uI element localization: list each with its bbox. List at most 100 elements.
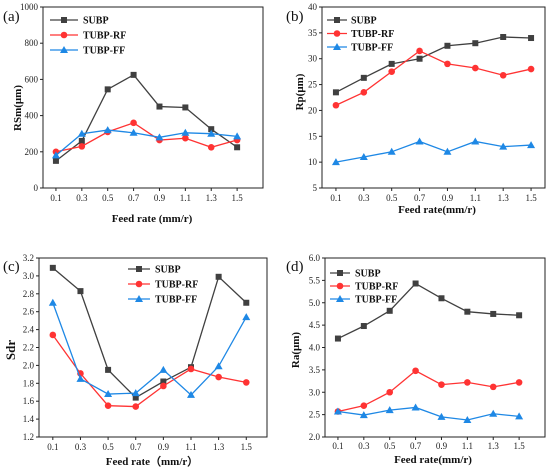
data-point-tubp-rf bbox=[527, 65, 535, 73]
x-tick-label: 0.5 bbox=[102, 442, 114, 452]
legend-item-tubp-rf: TUBP-RF bbox=[50, 31, 126, 42]
data-point-tubp-ff bbox=[131, 389, 140, 397]
data-point-tubp-rf bbox=[388, 68, 395, 75]
data-point-subp bbox=[156, 103, 163, 110]
y-tick-label: 1.8 bbox=[23, 378, 35, 388]
legend-label-subp: SUBP bbox=[83, 16, 109, 27]
x-tick-label: 0.3 bbox=[76, 193, 88, 203]
data-point-tubp-ff bbox=[499, 142, 508, 150]
data-point-tubp-ff bbox=[181, 128, 190, 136]
x-tick-label: 0.9 bbox=[154, 193, 166, 203]
series-tubp-ff bbox=[331, 137, 536, 166]
x-axis-label: Feed rate(mm/r) bbox=[394, 454, 472, 466]
data-point-tubp-rf bbox=[215, 373, 222, 381]
y-tick-label: 200 bbox=[25, 147, 39, 157]
data-point-tubp-rf bbox=[187, 365, 195, 373]
x-tick-label: 0.3 bbox=[75, 442, 87, 452]
y-tick-label: 2.2 bbox=[23, 343, 34, 353]
legend-marker-tubp-rf bbox=[135, 280, 143, 288]
data-point-tubp-rf bbox=[78, 143, 86, 150]
data-point-tubp-ff bbox=[333, 407, 342, 415]
y-tick-label: 30 bbox=[308, 54, 318, 64]
data-point-subp bbox=[500, 33, 507, 40]
x-tick-label: 1.5 bbox=[525, 193, 537, 203]
legend-label-subp: SUBP bbox=[355, 269, 381, 280]
series-tubp-rf bbox=[334, 367, 523, 415]
legend-item-tubp-rf: TUBP-RF bbox=[128, 280, 198, 291]
data-point-subp bbox=[416, 55, 423, 62]
x-axis-label: Feed rate (mm/r) bbox=[112, 213, 193, 225]
x-tick-label: 1.3 bbox=[213, 442, 225, 452]
legend-label-tubp-rf: TUBP-RF bbox=[155, 280, 198, 291]
series-tubp-ff bbox=[51, 126, 242, 159]
data-point-tubp-ff bbox=[242, 313, 251, 321]
x-tick-label: 1.3 bbox=[488, 441, 500, 451]
x-tick-label: 1.3 bbox=[498, 193, 510, 203]
x-tick-label: 1.1 bbox=[180, 193, 191, 203]
data-point-subp bbox=[49, 264, 56, 271]
x-tick-label: 0.3 bbox=[358, 193, 370, 203]
data-point-tubp-rf bbox=[360, 402, 368, 409]
panel-label: (b) bbox=[286, 9, 304, 25]
data-point-tubp-rf bbox=[464, 379, 471, 386]
data-point-tubp-rf bbox=[499, 71, 507, 79]
data-point-subp bbox=[444, 42, 451, 49]
x-tick-label: 0.5 bbox=[386, 193, 398, 203]
legend-marker-tubp-ff bbox=[135, 295, 143, 302]
x-tick-label: 1.1 bbox=[470, 193, 481, 203]
data-point-subp bbox=[243, 299, 250, 306]
legend-label-tubp-ff: TUBP-FF bbox=[155, 295, 197, 306]
legend-label-tubp-rf: TUBP-RF bbox=[83, 31, 126, 42]
data-point-tubp-ff bbox=[187, 390, 195, 398]
x-tick-label: 0.3 bbox=[358, 441, 370, 451]
data-point-tubp-rf bbox=[104, 402, 112, 409]
y-tick-label: 4.0 bbox=[309, 343, 321, 353]
y-tick-label: 5 bbox=[313, 183, 318, 193]
panel-a: (a) 0 200 400 600 800 1000 0.1 0.3 0.5 0.7 0.9 1.1 1.… bbox=[3, 2, 264, 225]
x-tick-label: 0.7 bbox=[128, 193, 140, 203]
legend-marker-subp bbox=[136, 266, 142, 272]
data-point-tubp-ff bbox=[411, 403, 420, 411]
y-tick-label: 2.5 bbox=[309, 410, 321, 420]
data-point-subp bbox=[528, 35, 535, 42]
data-point-tubp-rf bbox=[160, 382, 167, 390]
x-tick-label: 0.9 bbox=[436, 441, 448, 451]
legend-label-tubp-ff: TUBP-FF bbox=[351, 43, 393, 54]
legend-label-tubp-ff: TUBP-FF bbox=[83, 46, 125, 57]
y-tick-label: 400 bbox=[25, 111, 39, 121]
data-point-tubp-ff bbox=[387, 147, 396, 155]
series-line-tubp-rf bbox=[55, 122, 238, 153]
panel-b: (b) 5 10 15 20 25 30 35 40 0.1 0.3 0.5 0.7 0.9 1.1 1.3 1… bbox=[286, 2, 546, 216]
series-line-subp bbox=[337, 282, 520, 340]
data-point-subp bbox=[360, 323, 367, 330]
data-point-subp bbox=[516, 312, 523, 319]
x-tick-label: 0.1 bbox=[332, 441, 343, 451]
data-point-tubp-ff bbox=[51, 151, 60, 159]
data-point-tubp-ff bbox=[471, 137, 480, 145]
panel-label: (a) bbox=[3, 9, 20, 25]
y-tick-label: 2.8 bbox=[23, 289, 35, 299]
y-axis-label: Ra(μm) bbox=[290, 332, 302, 369]
y-axis-label: RSm(μm) bbox=[12, 85, 24, 131]
y-tick-label: 3.0 bbox=[309, 387, 321, 397]
legend-item-tubp-ff: TUBP-FF bbox=[330, 295, 397, 306]
series-subp bbox=[332, 33, 535, 96]
legend-label-subp: SUBP bbox=[155, 265, 181, 276]
x-tick-label: 0.7 bbox=[414, 193, 426, 203]
legend-marker-tubp-rf bbox=[336, 282, 344, 290]
series-line-tubp-rf bbox=[335, 50, 532, 106]
data-point-subp bbox=[105, 366, 112, 373]
data-point-tubp-rf bbox=[444, 60, 451, 68]
legend-item-tubp-ff: TUBP-FF bbox=[327, 43, 393, 54]
y-tick-label: 15 bbox=[308, 131, 318, 141]
y-tick-label: 5.5 bbox=[309, 275, 321, 285]
legend-marker-tubp-rf bbox=[333, 30, 341, 37]
legend-marker-subp bbox=[337, 270, 343, 276]
data-point-tubp-rf bbox=[412, 367, 419, 375]
data-point-tubp-ff bbox=[437, 412, 446, 420]
x-tick-label: 0.9 bbox=[442, 193, 454, 203]
x-tick-label: 1.1 bbox=[185, 442, 196, 452]
legend-item-subp: SUBP bbox=[128, 265, 181, 276]
x-axis-label: Feed rate（mm/r） bbox=[106, 455, 199, 468]
legend-marker-tubp-rf bbox=[60, 31, 68, 39]
